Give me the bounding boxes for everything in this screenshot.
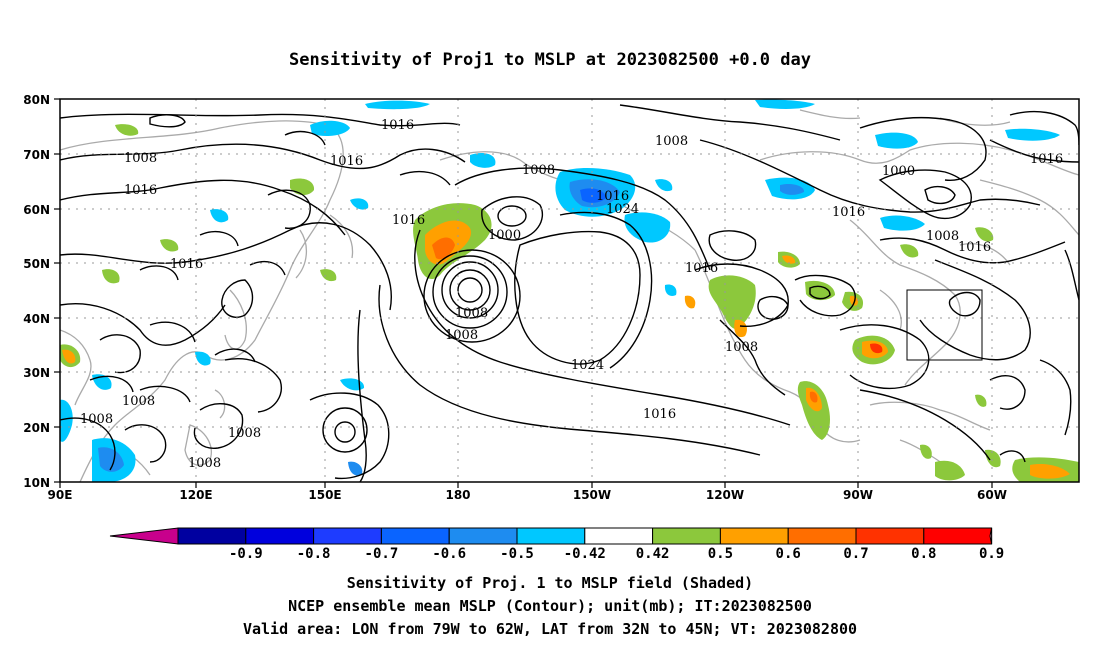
contour-label: 1016	[170, 257, 203, 272]
lon-label: 120W	[706, 488, 744, 502]
latitude-labels: 80N 70N 60N 50N 40N 30N 20N 10N	[23, 93, 50, 490]
contour-label: 1008	[522, 163, 555, 178]
contour-label: 1016	[1030, 152, 1063, 167]
contour-label: 1008	[655, 134, 688, 149]
contour-label: 1016	[643, 407, 676, 422]
colorbar: -0.9 -0.8 -0.7 -0.6 -0.5 -0.42 0.42 0.5 0.6 0.7 0.…	[110, 528, 1004, 562]
colorbar-label: 0.8	[911, 546, 936, 562]
lon-label: 150E	[308, 488, 341, 502]
colorbar-swatch	[246, 528, 314, 544]
caption-contour: NCEP ensemble mean MSLP (Contour); unit(…	[0, 597, 1100, 615]
contour-label: 1008	[124, 151, 157, 166]
colorbar-label: -0.42	[564, 546, 606, 562]
contour-label: 1024	[606, 202, 639, 217]
contour-label: 1016	[958, 240, 991, 255]
colorbar-label: 0.5	[708, 546, 733, 562]
contour-label: 1008	[228, 426, 261, 441]
colorbar-label: -0.8	[297, 546, 331, 562]
colorbar-swatch	[449, 528, 517, 544]
lon-label: 90E	[48, 488, 73, 502]
lon-label: 180	[445, 488, 470, 502]
lon-label: 90W	[843, 488, 873, 502]
lat-label: 60N	[23, 203, 50, 217]
contour-label: 1016	[124, 183, 157, 198]
colorbar-label: 0.6	[776, 546, 801, 562]
lat-label: 20N	[23, 421, 50, 435]
contour-label: 1008	[122, 394, 155, 409]
lat-label: 10N	[23, 476, 50, 490]
contour-label: 1000	[882, 164, 915, 179]
sensitivity-map: 1016 1008 1008 1016 1016 1008 1000 1016 …	[0, 0, 1100, 650]
colorbar-swatch	[314, 528, 382, 544]
colorbar-swatch	[856, 528, 924, 544]
lon-label: 60W	[977, 488, 1007, 502]
contour-label: 1008	[445, 328, 478, 343]
colorbar-swatch	[517, 528, 585, 544]
colorbar-swatch	[653, 528, 721, 544]
contour-label: 1008	[188, 456, 221, 471]
colorbar-label: 0.7	[843, 546, 868, 562]
contour-label: 1016	[832, 205, 865, 220]
colorbar-low-extend	[110, 528, 178, 544]
colorbar-swatch	[924, 528, 992, 544]
colorbar-swatch	[720, 528, 788, 544]
contour-label: 1000	[488, 228, 521, 243]
contour-label: 1016	[381, 118, 414, 133]
caption-shading: Sensitivity of Proj. 1 to MSLP field (Sh…	[0, 574, 1100, 592]
caption-valid-area: Valid area: LON from 79W to 62W, LAT fro…	[0, 620, 1100, 638]
contour-label: 1008	[80, 412, 113, 427]
colorbar-label: -0.5	[500, 546, 534, 562]
colorbar-swatch	[788, 528, 856, 544]
colorbar-label: -0.9	[229, 546, 263, 562]
contour-label: 1008	[926, 229, 959, 244]
lat-label: 30N	[23, 366, 50, 380]
lon-label: 120E	[179, 488, 212, 502]
contour-label: 1008	[725, 340, 758, 355]
lat-label: 80N	[23, 93, 50, 107]
lon-label: 150W	[573, 488, 611, 502]
lat-label: 40N	[23, 312, 50, 326]
colorbar-swatch	[178, 528, 246, 544]
colorbar-label: -0.7	[365, 546, 399, 562]
colorbar-label: -0.6	[432, 546, 466, 562]
contour-label: 1024	[571, 358, 604, 373]
lat-label: 70N	[23, 148, 50, 162]
longitude-labels: 90E 120E 150E 180 150W 120W 90W 60W	[48, 488, 1007, 502]
contour-label: 1016	[330, 154, 363, 169]
contour-label: 1016	[685, 261, 718, 276]
colorbar-label: 0.42	[636, 546, 670, 562]
contour-label: 1016	[392, 213, 425, 228]
lat-label: 50N	[23, 257, 50, 271]
colorbar-label: 0.9	[979, 546, 1004, 562]
contour-label: 1008	[455, 306, 488, 321]
colorbar-swatch	[381, 528, 449, 544]
colorbar-swatch	[585, 528, 653, 544]
